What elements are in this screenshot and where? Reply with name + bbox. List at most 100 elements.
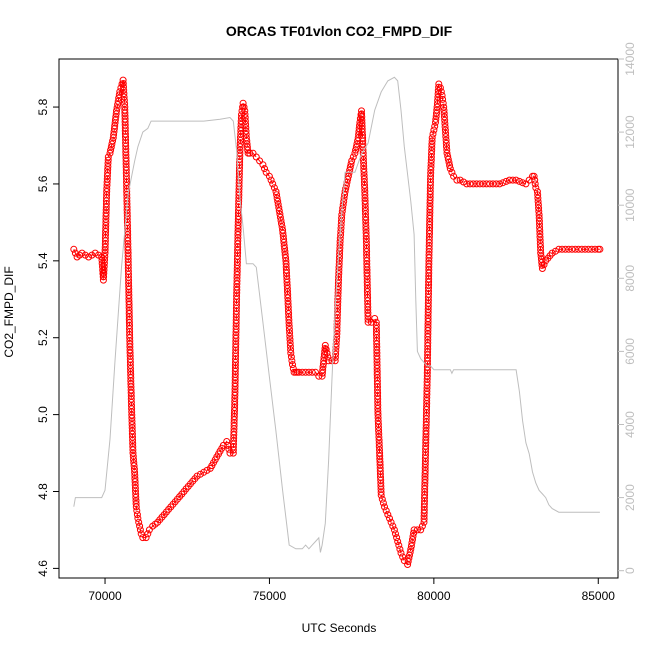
data-point — [241, 114, 249, 122]
data-point — [356, 115, 364, 123]
x-tick-label: 75000 — [253, 589, 287, 603]
data-point — [275, 207, 283, 215]
data-point — [492, 180, 500, 188]
data-point — [100, 259, 108, 267]
data-point — [348, 157, 356, 165]
data-point — [274, 197, 282, 205]
data-point — [381, 503, 388, 511]
data-point — [265, 172, 273, 180]
data-point — [285, 326, 293, 334]
data-point — [116, 88, 124, 96]
x-axis: 70000 75000 80000 85000 — [88, 578, 615, 603]
data-point — [289, 361, 296, 369]
data-point — [565, 245, 573, 253]
data-point — [378, 495, 386, 503]
data-point — [371, 315, 379, 322]
data-point — [321, 345, 329, 352]
data-point — [502, 177, 510, 185]
data-point — [100, 263, 108, 271]
data-point — [340, 194, 348, 202]
data-point — [413, 526, 421, 534]
data-point — [441, 120, 449, 127]
data-point — [120, 90, 128, 98]
data-point — [384, 511, 392, 519]
data-point — [242, 127, 250, 135]
data-point — [429, 130, 437, 138]
series-line-right-axis — [73, 76, 600, 553]
data-point — [430, 126, 438, 134]
data-point — [377, 488, 385, 496]
data-point — [139, 534, 147, 542]
y-tick-label: 4.6 — [36, 560, 50, 577]
data-point — [335, 273, 343, 281]
data-point — [534, 201, 542, 209]
data-point — [533, 188, 541, 196]
data-point — [596, 245, 604, 253]
data-point — [438, 92, 446, 99]
data-point — [534, 194, 542, 202]
data-point — [591, 245, 599, 253]
data-point — [285, 319, 293, 327]
y2-tick-label: 12000 — [623, 115, 637, 149]
data-point — [272, 188, 280, 196]
data-point — [410, 526, 418, 534]
data-point — [239, 99, 247, 107]
data-point — [276, 210, 284, 218]
data-point — [335, 276, 342, 284]
y2-tick-label: 6000 — [623, 338, 637, 365]
data-point — [379, 499, 387, 507]
data-point — [287, 346, 295, 354]
data-point — [531, 176, 539, 184]
data-point — [308, 368, 316, 376]
data-point — [286, 339, 294, 347]
data-point — [100, 269, 108, 277]
data-point — [134, 514, 142, 522]
data-point — [433, 103, 441, 111]
data-point — [101, 256, 109, 264]
data-point — [331, 353, 339, 361]
y2-tick-label: 0 — [623, 567, 637, 574]
data-point — [395, 541, 403, 549]
data-point — [137, 530, 145, 538]
data-point — [322, 345, 330, 353]
data-point — [431, 122, 439, 130]
data-point — [427, 172, 435, 180]
data-point — [241, 107, 249, 115]
data-point — [489, 180, 497, 188]
data-point — [136, 522, 144, 530]
data-point — [407, 542, 415, 550]
data-point — [396, 545, 404, 553]
y-axis-left: 4.6 4.8 5.0 5.2 5.4 5.6 5.8 — [36, 98, 59, 577]
data-point — [277, 217, 285, 224]
data-point — [437, 88, 445, 96]
data-point — [135, 518, 143, 526]
data-point — [469, 180, 477, 188]
y2-tick-label: 14000 — [623, 42, 637, 76]
y2-tick-label: 8000 — [623, 265, 637, 292]
data-point — [270, 184, 278, 192]
data-point — [389, 522, 397, 530]
data-point — [274, 200, 282, 208]
data-point — [392, 530, 399, 538]
data-point — [581, 245, 589, 253]
data-point — [441, 116, 449, 124]
data-point — [442, 129, 450, 137]
data-point — [558, 245, 566, 253]
data-point — [519, 179, 527, 187]
data-point — [323, 349, 331, 357]
data-point — [439, 95, 447, 103]
data-point — [267, 176, 275, 184]
data-point — [242, 120, 250, 128]
data-point — [394, 538, 402, 545]
data-point — [241, 117, 249, 125]
data-point — [269, 180, 277, 188]
data-point — [555, 245, 563, 253]
data-point — [242, 124, 250, 132]
data-point — [448, 168, 456, 176]
data-point — [382, 507, 390, 515]
data-point — [530, 172, 538, 180]
data-point — [440, 110, 448, 118]
data-point — [409, 532, 417, 540]
data-point — [479, 180, 487, 188]
data-point — [578, 245, 586, 253]
